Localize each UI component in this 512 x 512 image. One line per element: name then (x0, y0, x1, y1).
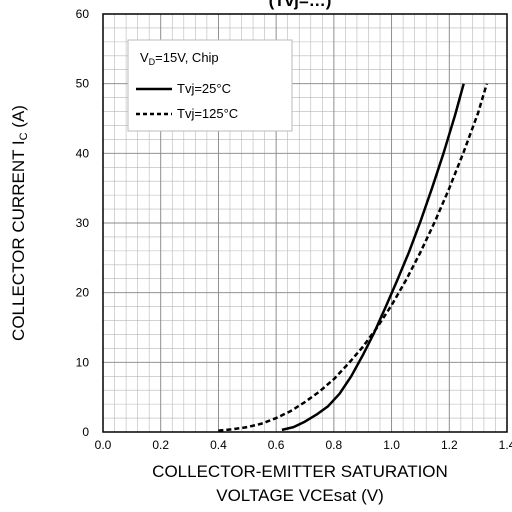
x-axis-title-line1: COLLECTOR-EMITTER SATURATION (152, 462, 448, 481)
y-tick-label: 50 (76, 77, 90, 91)
y-tick-labels: 0 10 20 30 40 50 60 (76, 7, 90, 439)
x-tick-label: 0.8 (326, 438, 343, 452)
legend-header: VD=15V, Chip (140, 50, 219, 67)
x-tick-label: 1.4 (499, 438, 512, 452)
y-tick-label: 0 (82, 425, 89, 439)
legend-box (127, 39, 293, 132)
x-tick-label: 1.2 (441, 438, 458, 452)
legend-label-25c: Tvj=25°C (177, 81, 231, 96)
y-tick-label: 30 (76, 216, 90, 230)
y-axis-title: COLLECTOR CURRENT IC (A) (9, 105, 30, 341)
x-tick-label: 1.0 (383, 438, 400, 452)
series-layer (218, 83, 488, 432)
y-tick-label: 60 (76, 7, 90, 21)
y-tick-label: 20 (76, 286, 90, 300)
x-tick-label: 0.0 (95, 438, 112, 452)
x-tick-label: 0.6 (268, 438, 285, 452)
x-tick-label: 0.4 (210, 438, 227, 452)
x-tick-labels: 0.0 0.2 0.4 0.6 0.8 1.0 1.2 1.4 (95, 438, 512, 452)
plot-frame (102, 13, 508, 433)
y-tick-label: 10 (76, 355, 90, 369)
x-axis-title-line2: VOLTAGE VCEsat (V) (216, 486, 384, 505)
chart-title: (Tvj=…) (269, 0, 332, 10)
y-tick-label: 40 (76, 146, 90, 160)
series-line-25c (281, 83, 465, 432)
series-line-125c (218, 83, 488, 432)
x-tick-label: 0.2 (152, 438, 169, 452)
legend: VD=15V, Chip Tvj=25°C Tvj=125°C (127, 39, 293, 132)
legend-label-125c: Tvj=125°C (177, 106, 238, 121)
